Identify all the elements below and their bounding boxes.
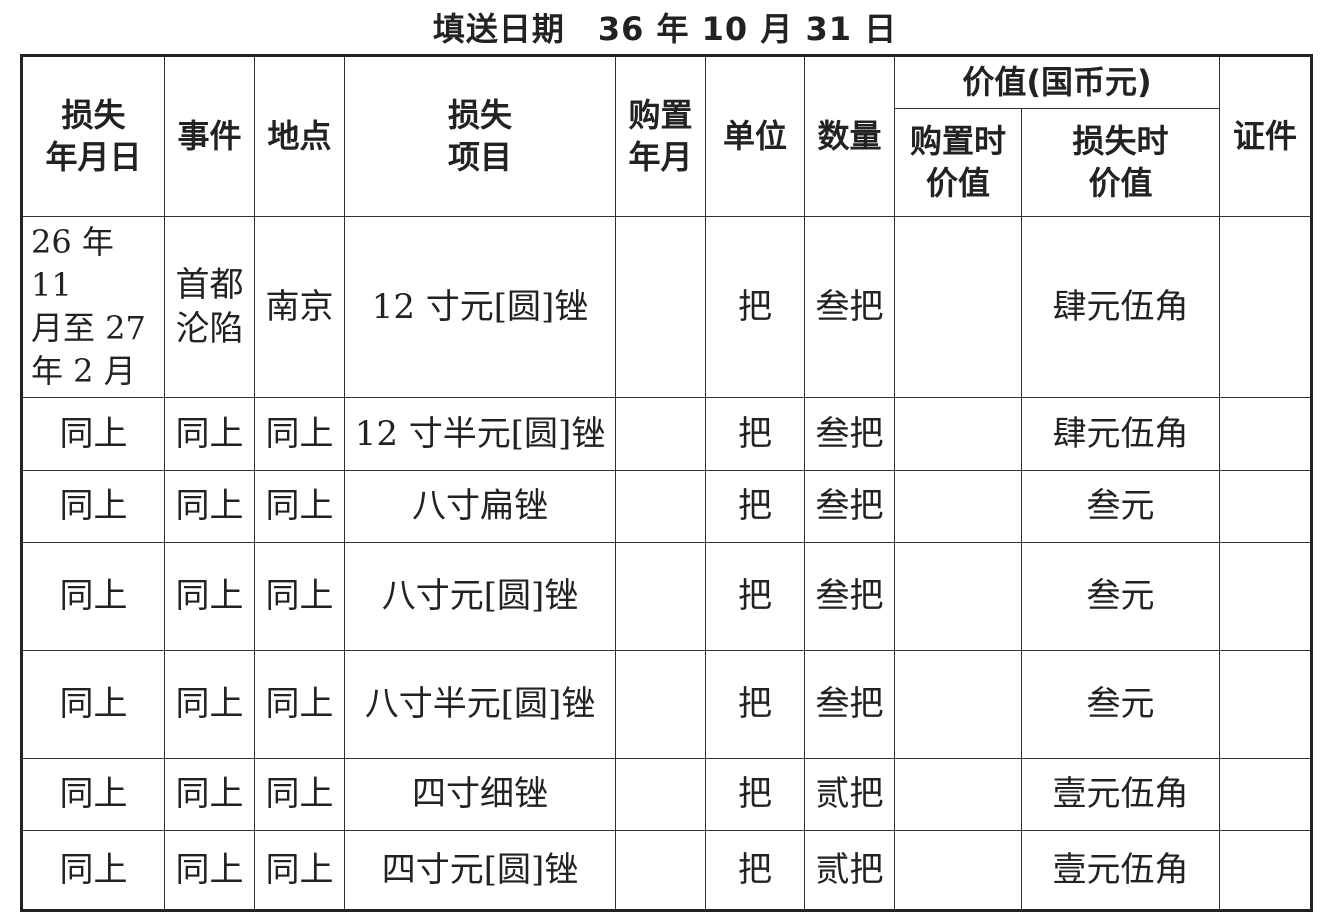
header-value-group: 价值(国币元) (894, 55, 1220, 109)
purchase-date-cell (615, 397, 706, 471)
header-event: 事件 (164, 55, 255, 217)
header-value-at-purchase: 购置时 价值 (894, 108, 1022, 217)
unit-cell: 把 (705, 758, 805, 831)
table-row: 同上 同上 同上 四寸细锉把贰把 壹元伍角 (21, 758, 1312, 831)
table-row: 同上 同上 同上 八寸半元[圆]锉把叁把 叁元 (21, 650, 1312, 759)
item-cell: 12 寸半元[圆]锉 (344, 397, 616, 471)
place-cell: 同上 (254, 542, 345, 651)
event-cell: 同上 (164, 830, 255, 911)
header-quantity: 数量 (804, 55, 895, 217)
quantity-cell: 叁把 (804, 470, 895, 543)
unit-cell: 把 (705, 650, 805, 759)
header-unit: 单位 (705, 55, 805, 217)
item-cell: 八寸扁锉 (344, 470, 616, 543)
value-purchase-cell (894, 470, 1022, 543)
value-loss-cell: 肆元伍角 (1021, 216, 1220, 398)
value-loss-cell: 壹元伍角 (1021, 758, 1220, 831)
purchase-date-cell (615, 542, 706, 651)
header-loss-date: 损失 年月日 (21, 55, 165, 217)
fill-date-title: 填送日期 36 年 10 月 31 日 (432, 10, 898, 48)
unit-cell: 把 (705, 216, 805, 398)
loss-date-cell: 同上 (21, 650, 165, 759)
certificate-cell (1219, 758, 1312, 831)
header-value-at-loss: 损失时 价值 (1021, 108, 1220, 217)
value-purchase-cell (894, 216, 1022, 398)
quantity-cell: 叁把 (804, 650, 895, 759)
unit-cell: 把 (705, 397, 805, 471)
header-place: 地点 (254, 55, 345, 217)
loss-date-cell: 26 年 11 月至 27 年 2 月 (21, 216, 165, 398)
value-purchase-cell (894, 830, 1022, 911)
place-cell: 同上 (254, 758, 345, 831)
purchase-date-cell (615, 470, 706, 543)
certificate-cell (1219, 216, 1312, 398)
place-cell: 同上 (254, 397, 345, 471)
loss-date-cell: 同上 (21, 758, 165, 831)
loss-date-cell: 同上 (21, 397, 165, 471)
header-purchase-date: 购置 年月 (615, 55, 706, 217)
value-purchase-cell (894, 758, 1022, 831)
place-cell: 南京 (254, 216, 345, 398)
value-loss-cell: 叁元 (1021, 542, 1220, 651)
quantity-cell: 贰把 (804, 758, 895, 831)
event-cell: 同上 (164, 650, 255, 759)
loss-table: 损失 年月日 事件 地点 损失 项目 购置 年月 单位 数量 价值(国币元) 证… (20, 54, 1313, 912)
unit-cell: 把 (705, 470, 805, 543)
place-cell: 同上 (254, 830, 345, 911)
event-cell: 同上 (164, 542, 255, 651)
event-cell: 同上 (164, 397, 255, 471)
item-cell: 八寸半元[圆]锉 (344, 650, 616, 759)
quantity-cell: 贰把 (804, 830, 895, 911)
loss-date-cell: 同上 (21, 470, 165, 543)
value-purchase-cell (894, 397, 1022, 471)
item-cell: 四寸细锉 (344, 758, 616, 831)
place-cell: 同上 (254, 650, 345, 759)
purchase-date-cell (615, 650, 706, 759)
value-purchase-cell (894, 542, 1022, 651)
certificate-cell (1219, 470, 1312, 543)
certificate-cell (1219, 650, 1312, 759)
table-row: 26 年 11 月至 27 年 2 月首都 沦陷 南京 12 寸元[圆]锉把叁把 肆元… (21, 216, 1312, 398)
quantity-cell: 叁把 (804, 397, 895, 471)
certificate-cell (1219, 397, 1312, 471)
value-loss-cell: 肆元伍角 (1021, 397, 1220, 471)
header-certificate: 证件 (1219, 55, 1312, 217)
value-loss-cell: 叁元 (1021, 470, 1220, 543)
event-cell: 首都 沦陷 (164, 216, 255, 398)
purchase-date-cell (615, 216, 706, 398)
event-cell: 同上 (164, 758, 255, 831)
certificate-cell (1219, 542, 1312, 651)
table-row: 同上 同上 同上 四寸元[圆]锉把贰把 壹元伍角 (21, 830, 1312, 911)
purchase-date-cell (615, 758, 706, 831)
table-row: 同上 同上 同上 八寸元[圆]锉把叁把 叁元 (21, 542, 1312, 651)
purchase-date-cell (615, 830, 706, 911)
header-item: 损失 项目 (344, 55, 616, 217)
value-loss-cell: 叁元 (1021, 650, 1220, 759)
loss-date-cell: 同上 (21, 830, 165, 911)
certificate-cell (1219, 830, 1312, 911)
item-cell: 12 寸元[圆]锉 (344, 216, 616, 398)
table-row: 同上 同上 同上 八寸扁锉把叁把 叁元 (21, 470, 1312, 543)
value-loss-cell: 壹元伍角 (1021, 830, 1220, 911)
quantity-cell: 叁把 (804, 216, 895, 398)
item-cell: 八寸元[圆]锉 (344, 542, 616, 651)
quantity-cell: 叁把 (804, 542, 895, 651)
event-cell: 同上 (164, 470, 255, 543)
loss-date-cell: 同上 (21, 542, 165, 651)
unit-cell: 把 (705, 830, 805, 911)
table-row: 同上 同上 同上 12 寸半元[圆]锉把叁把 肆元伍角 (21, 397, 1312, 471)
place-cell: 同上 (254, 470, 345, 543)
value-purchase-cell (894, 650, 1022, 759)
item-cell: 四寸元[圆]锉 (344, 830, 616, 911)
unit-cell: 把 (705, 542, 805, 651)
